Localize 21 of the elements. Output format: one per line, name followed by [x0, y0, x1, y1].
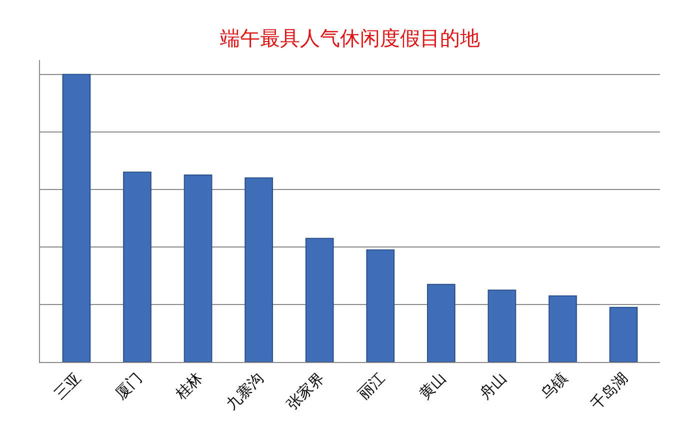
bar — [609, 306, 638, 362]
chart-title: 端午最具人气休闲度假目的地 — [220, 26, 480, 50]
bar — [427, 284, 456, 362]
bar — [62, 74, 91, 362]
x-tick-label: 乌镇 — [536, 368, 571, 403]
bar — [305, 238, 334, 362]
bar — [184, 174, 212, 362]
x-tick-label: 张家界 — [283, 368, 328, 414]
x-tick-label: 丽江 — [354, 368, 389, 403]
x-tick-label: 桂林 — [172, 368, 206, 404]
bar — [244, 177, 273, 362]
x-tick-label: 厦门 — [111, 368, 146, 403]
x-tick-label: 九寨沟 — [222, 368, 267, 414]
x-tick-label: 千岛湖 — [587, 368, 632, 414]
bar — [366, 249, 395, 362]
bar — [123, 172, 152, 362]
x-tick-label: 黄山 — [415, 368, 450, 403]
x-tick-label: 舟山 — [476, 368, 510, 403]
x-tick-label: 三亚 — [50, 368, 85, 403]
bar — [488, 290, 516, 362]
bar — [548, 295, 577, 362]
